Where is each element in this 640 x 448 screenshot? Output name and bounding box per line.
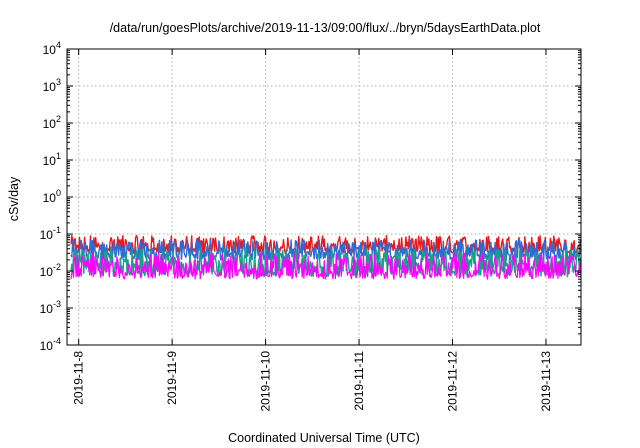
y-axis-title: cSv/day [7,176,21,221]
chart-title: /data/run/goesPlots/archive/2019-11-13/0… [110,21,541,35]
x-tick-label: 2019-11-9 [165,351,179,405]
y-tick-label: 10-2 [40,262,61,279]
y-tick-label: 100 [43,188,61,205]
series-line [70,252,582,280]
x-axis: 2019-11-8 2019-11-9 2019-11-10 2019-11-11 20… [72,49,553,412]
y-tick-label: 103 [43,77,61,94]
y-tick-label: 104 [43,40,61,57]
x-tick-label: 2019-11-12 [446,351,460,412]
y-tick-label: 10-4 [40,336,61,353]
series-group [70,234,582,280]
x-axis-title: Coordinated Universal Time (UTC) [228,431,420,445]
x-tick-label: 2019-11-8 [72,351,86,405]
y-tick-label: 101 [43,151,61,168]
y-tick-label: 102 [43,114,61,131]
x-tick-label: 2019-11-11 [352,351,366,411]
series-line [70,247,582,278]
grid [67,49,581,345]
y-tick-label: 10-3 [40,299,61,316]
x-tick-label: 2019-11-10 [259,351,273,412]
y-axis: 10-4 10-3 10-2 10-1 100 101 102 103 104 [40,40,581,353]
y-tick-label: 10-1 [40,225,61,242]
x-tick-label: 2019-11-13 [539,351,553,412]
